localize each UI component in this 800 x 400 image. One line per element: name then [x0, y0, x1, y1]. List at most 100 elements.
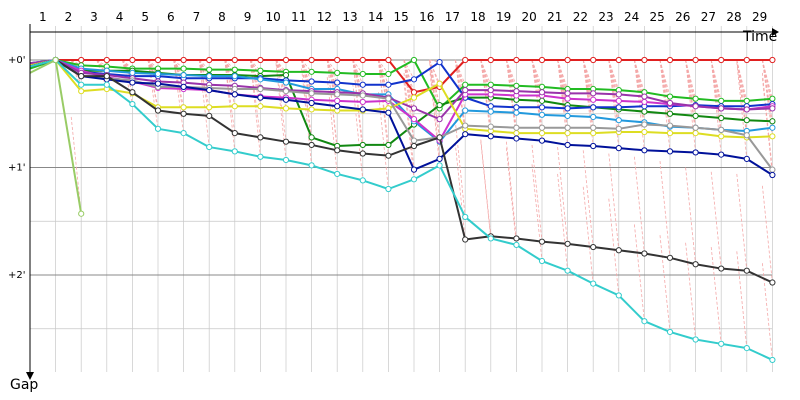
data-point[interactable]	[206, 143, 213, 151]
data-point[interactable]	[154, 80, 162, 87]
data-point[interactable]	[257, 76, 264, 83]
data-point[interactable]	[385, 95, 392, 102]
data-point[interactable]	[692, 103, 699, 110]
data-point[interactable]	[436, 80, 443, 87]
data-point[interactable]	[180, 56, 187, 64]
data-point[interactable]	[282, 88, 290, 95]
data-point[interactable]	[385, 141, 392, 149]
data-point[interactable]	[206, 87, 213, 94]
data-point[interactable]	[538, 137, 546, 144]
data-point[interactable]	[538, 257, 546, 265]
data-point[interactable]	[718, 265, 725, 272]
data-point[interactable]	[334, 170, 341, 178]
data-point[interactable]	[308, 68, 315, 75]
data-point[interactable]	[564, 267, 571, 274]
data-point[interactable]	[180, 83, 187, 90]
data-point[interactable]	[282, 79, 290, 86]
data-point[interactable]	[462, 87, 469, 94]
data-point[interactable]	[743, 97, 750, 104]
data-point[interactable]	[436, 162, 443, 169]
data-point[interactable]	[462, 236, 469, 243]
data-point[interactable]	[538, 89, 546, 96]
data-point[interactable]	[692, 112, 699, 120]
data-point[interactable]	[154, 125, 162, 132]
data-point[interactable]	[615, 56, 622, 64]
data-point[interactable]	[692, 261, 699, 268]
data-point[interactable]	[513, 56, 520, 64]
data-point[interactable]	[513, 235, 520, 242]
data-point[interactable]	[359, 56, 366, 64]
data-point[interactable]	[257, 153, 264, 160]
data-point[interactable]	[257, 56, 264, 64]
data-point[interactable]	[308, 90, 315, 97]
data-point[interactable]	[308, 106, 315, 113]
data-point[interactable]	[590, 56, 597, 64]
data-point[interactable]	[334, 79, 341, 86]
data-point[interactable]	[103, 56, 110, 64]
data-point[interactable]	[282, 138, 290, 145]
data-point[interactable]	[78, 81, 85, 88]
data-point[interactable]	[436, 155, 443, 162]
data-point[interactable]	[410, 166, 418, 173]
data-point[interactable]	[78, 210, 85, 217]
data-point[interactable]	[334, 147, 341, 154]
data-point[interactable]	[129, 69, 136, 77]
data-point[interactable]	[282, 71, 290, 79]
data-point[interactable]	[743, 117, 750, 124]
data-point[interactable]	[436, 59, 443, 66]
data-point[interactable]	[769, 95, 776, 102]
data-point[interactable]	[359, 177, 366, 184]
data-point[interactable]	[590, 142, 597, 150]
data-point[interactable]	[231, 103, 238, 110]
data-point[interactable]	[154, 70, 162, 78]
data-point[interactable]	[743, 345, 750, 352]
data-point[interactable]	[410, 176, 418, 183]
data-point[interactable]	[462, 56, 469, 64]
data-point[interactable]	[718, 56, 725, 64]
data-point[interactable]	[385, 81, 392, 88]
data-point[interactable]	[590, 104, 597, 111]
data-point[interactable]	[513, 82, 520, 89]
data-point[interactable]	[436, 134, 443, 141]
data-point[interactable]	[538, 104, 546, 111]
data-point[interactable]	[666, 148, 674, 155]
data-point[interactable]	[743, 155, 750, 162]
data-point[interactable]	[462, 213, 469, 221]
data-point[interactable]	[538, 238, 546, 245]
data-point[interactable]	[538, 56, 546, 64]
data-point[interactable]	[334, 97, 341, 104]
data-point[interactable]	[513, 130, 520, 137]
data-point[interactable]	[308, 162, 315, 169]
data-point[interactable]	[564, 105, 571, 112]
data-point[interactable]	[718, 151, 725, 158]
data-point[interactable]	[410, 137, 418, 144]
data-point[interactable]	[487, 56, 494, 64]
data-point[interactable]	[385, 152, 392, 159]
data-point[interactable]	[385, 109, 392, 116]
data-point[interactable]	[129, 56, 136, 64]
data-point[interactable]	[769, 56, 776, 64]
data-point[interactable]	[718, 126, 725, 133]
data-point[interactable]	[436, 102, 443, 109]
data-point[interactable]	[590, 130, 597, 137]
data-point[interactable]	[513, 135, 520, 142]
data-point[interactable]	[615, 104, 622, 111]
data-point[interactable]	[666, 130, 674, 137]
data-point[interactable]	[462, 107, 469, 114]
data-point[interactable]	[666, 328, 674, 336]
data-point[interactable]	[743, 106, 750, 113]
data-point[interactable]	[564, 240, 571, 247]
data-point[interactable]	[718, 97, 725, 104]
data-point[interactable]	[692, 56, 699, 64]
data-point[interactable]	[692, 130, 699, 137]
data-point[interactable]	[282, 56, 290, 64]
data-point[interactable]	[590, 113, 597, 121]
data-point[interactable]	[666, 122, 674, 129]
data-point[interactable]	[718, 105, 725, 112]
data-point[interactable]	[231, 56, 238, 64]
data-point[interactable]	[564, 56, 571, 64]
data-point[interactable]	[206, 56, 213, 64]
data-point[interactable]	[78, 73, 85, 80]
data-point[interactable]	[231, 66, 238, 73]
data-point[interactable]	[564, 130, 571, 137]
